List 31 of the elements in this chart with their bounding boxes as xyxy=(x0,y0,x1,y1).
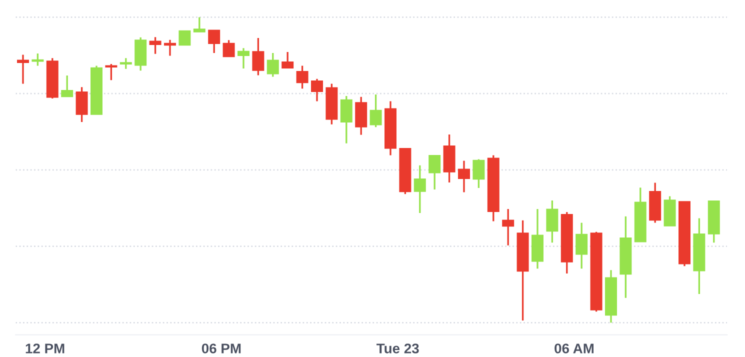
candlestick xyxy=(340,95,352,144)
x-tick-label: Tue 23 xyxy=(376,344,419,354)
candlestick xyxy=(576,222,588,270)
candlestick xyxy=(282,51,294,70)
candlestick xyxy=(266,52,279,78)
candlestick xyxy=(311,78,323,102)
candlestick xyxy=(76,86,88,123)
x-tick-label: 06 AM xyxy=(554,344,594,354)
candlestick xyxy=(17,54,29,85)
candlestick xyxy=(178,30,191,46)
candlestick xyxy=(472,158,485,189)
candlestick xyxy=(164,38,176,57)
candlestick xyxy=(193,16,206,33)
candlestick xyxy=(502,208,514,246)
candlestick xyxy=(296,64,308,90)
candlestick xyxy=(149,36,162,55)
candlestick xyxy=(120,57,132,70)
candlestick xyxy=(546,200,558,244)
candlestick xyxy=(252,37,264,76)
candlestick xyxy=(414,164,426,214)
candlestick xyxy=(208,30,220,54)
candlestick xyxy=(370,94,382,128)
candlestick xyxy=(32,52,44,67)
x-tick-label: 12 PM xyxy=(26,344,64,354)
candlestick xyxy=(61,74,74,98)
candlestick xyxy=(458,160,470,194)
candlestick xyxy=(238,47,250,70)
candlestick xyxy=(105,63,118,81)
x-tick-label: 06 PM xyxy=(202,344,241,354)
candlestick xyxy=(428,154,441,190)
candlestick xyxy=(222,39,235,58)
